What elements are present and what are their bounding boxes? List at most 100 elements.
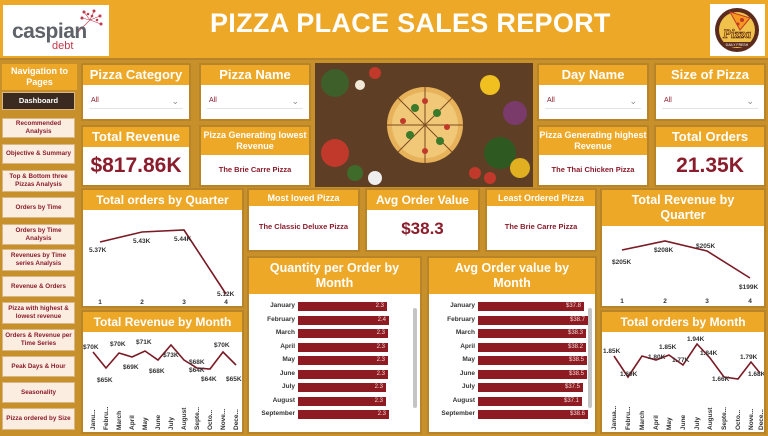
svg-text:April: April — [653, 415, 660, 430]
kpi-total-orders: Total Orders 21.35K — [654, 125, 766, 187]
kpi-value: $38.3 — [401, 219, 444, 238]
svg-text:$70K: $70K — [110, 341, 126, 348]
svg-text:June: June — [680, 414, 687, 430]
slicer-size: Size of Pizza All ⌄ — [654, 63, 766, 121]
kpi-lowest-revenue-pizza: Pizza Generating lowest Revenue The Brie… — [199, 125, 311, 187]
svg-text:March: March — [116, 411, 123, 430]
kpi-title: Pizza Generating highest Revenue — [539, 127, 647, 155]
nav-recommended-analysis[interactable]: Recommended Analysis — [2, 118, 75, 138]
line-chart: 1.85K 1.69K 1.80K 1.85K 1.77K 1.94K 1.84… — [603, 336, 766, 430]
nav-revenues-time-series[interactable]: Revenues by Time series Analysis — [2, 249, 75, 271]
chart-title: Quantity per Order by Month — [249, 258, 420, 294]
kpi-total-revenue: Total Revenue $817.86K — [81, 125, 191, 187]
svg-text:$205K: $205K — [696, 243, 715, 250]
chart-title: Total orders by Quarter — [83, 190, 242, 210]
bar-row: June 2.3 — [249, 368, 420, 381]
svg-text:Janua...: Janua... — [611, 406, 618, 430]
day-name-dropdown[interactable]: All ⌄ — [545, 93, 641, 109]
svg-text:2: 2 — [140, 299, 144, 306]
svg-text:5.37K: 5.37K — [89, 247, 107, 254]
kpi-title: Total Orders — [656, 127, 764, 147]
bar-row: April 2.3 — [249, 341, 420, 354]
pizza-illustration — [315, 63, 533, 187]
svg-text:$68K: $68K — [149, 368, 165, 375]
kpi-title: Least Ordered Pizza — [487, 190, 595, 206]
svg-text:August: August — [707, 407, 714, 430]
svg-text:2: 2 — [663, 298, 667, 305]
svg-text:1.84K: 1.84K — [700, 350, 718, 357]
line-chart: $205K $208K $205K $199K 1 2 3 4 — [612, 240, 758, 305]
bar-row: August 2.3 — [249, 395, 420, 408]
nav-highest-lowest-revenue[interactable]: Pizza with highest & lowest revenue — [2, 302, 75, 324]
nav-peak-days-hour[interactable]: Peak Days & Hour — [2, 356, 75, 377]
slicer-title: Day Name — [539, 65, 647, 85]
vertical-scrollbar[interactable] — [413, 308, 417, 408]
chart-avg-order-value-month: Avg Order value by Month January $37.8 Fe… — [427, 256, 597, 434]
svg-text:Dece...: Dece... — [758, 409, 764, 430]
bar-chart: January 2.3 February 2.4 March 2.3 April 2.3… — [249, 300, 420, 432]
kpi-value: The Brie Carre Pizza — [218, 165, 292, 174]
kpi-avg-order-value: Avg Order Value $38.3 — [365, 188, 480, 252]
bar-row: August $37.1 — [429, 395, 595, 408]
nav-dashboard[interactable]: Dashboard — [2, 92, 75, 110]
svg-text:Nove...: Nove... — [748, 408, 755, 430]
svg-text:1.68K: 1.68K — [748, 371, 764, 378]
svg-text:5.12K: 5.12K — [217, 291, 235, 298]
slicer-title: Pizza Name — [201, 65, 309, 85]
nav-orders-revenue-time-series[interactable]: Orders & Revenue per Time Series — [2, 329, 75, 351]
vertical-scrollbar[interactable] — [588, 308, 592, 408]
chart-quantity-per-order: Quantity per Order by Month January 2.3 F… — [247, 256, 422, 434]
svg-text:Octo...: Octo... — [207, 410, 214, 430]
caspian-logo — [3, 5, 109, 56]
svg-text:$65K: $65K — [97, 377, 113, 384]
slicer-pizza-name: Pizza Name All ⌄ — [199, 63, 311, 121]
bar-row: May $38.5 — [429, 354, 595, 367]
svg-text:1.94K: 1.94K — [687, 336, 705, 343]
bar-row: July 2.3 — [249, 381, 420, 394]
pizza-category-dropdown[interactable]: All ⌄ — [89, 93, 183, 109]
svg-text:Janu...: Janu... — [90, 409, 97, 430]
kpi-title: Avg Order Value — [367, 190, 478, 210]
chart-title: Avg Order value by Month — [429, 258, 595, 294]
svg-text:Febru...: Febru... — [625, 406, 632, 430]
svg-text:$65K: $65K — [226, 376, 242, 383]
bar-row: April $38.2 — [429, 341, 595, 354]
nav-top-bottom-pizzas[interactable]: Top & Bottom three Pizzas Analysis — [2, 170, 75, 192]
svg-text:5.43K: 5.43K — [133, 238, 151, 245]
svg-text:$199K: $199K — [739, 284, 758, 291]
pizza-name-dropdown[interactable]: All ⌄ — [207, 93, 303, 109]
chevron-down-icon: ⌄ — [291, 96, 299, 106]
line-chart: $70K $65K $70K $69K $71K $68K $73K $68K … — [83, 339, 242, 430]
svg-text:1.69K: 1.69K — [620, 371, 638, 378]
svg-text:1.79K: 1.79K — [740, 354, 758, 361]
svg-text:May: May — [666, 417, 673, 430]
svg-text:Dece...: Dece... — [233, 409, 240, 430]
chart-revenue-by-month: Total Revenue by Month $70K $65K $70K $6… — [81, 310, 244, 434]
svg-text:1: 1 — [98, 299, 102, 306]
nav-orders-by-time[interactable]: Orders by Time — [2, 197, 75, 218]
nav-heading: Navigation to Pages — [2, 64, 77, 90]
size-dropdown[interactable]: All ⌄ — [662, 93, 758, 109]
nav-revenue-orders[interactable]: Revenue & Orders — [2, 276, 75, 297]
slicer-title: Pizza Category — [83, 65, 189, 85]
nav-pizza-by-size[interactable]: Pizza ordered by Size — [2, 408, 75, 430]
nav-objective-summary[interactable]: Objective & Summary — [2, 144, 75, 164]
bar-row: May 2.3 — [249, 354, 420, 367]
bar-row: July $37.5 — [429, 381, 595, 394]
chart-title: Total Revenue by Month — [83, 312, 242, 332]
bar-row: March $38.3 — [429, 327, 595, 340]
kpi-title: Pizza Generating lowest Revenue — [201, 127, 309, 155]
svg-text:July: July — [694, 417, 701, 430]
svg-text:$64K: $64K — [189, 367, 205, 374]
slicer-pizza-category: Pizza Category All ⌄ — [81, 63, 191, 121]
nav-seasonality[interactable]: Seasonality — [2, 382, 75, 403]
page-title: PIZZA PLACE SALES REPORT — [210, 8, 611, 38]
svg-text:1.77K: 1.77K — [672, 357, 690, 364]
logo-subtext: debt — [52, 40, 74, 52]
nav-orders-by-time-analysis[interactable]: Orders by Time Analysis — [2, 224, 75, 245]
svg-text:May: May — [142, 417, 149, 430]
svg-text:$208K: $208K — [654, 247, 673, 254]
chevron-down-icon: ⌄ — [171, 96, 179, 106]
svg-text:March: March — [639, 411, 646, 430]
header-bar — [0, 0, 768, 60]
